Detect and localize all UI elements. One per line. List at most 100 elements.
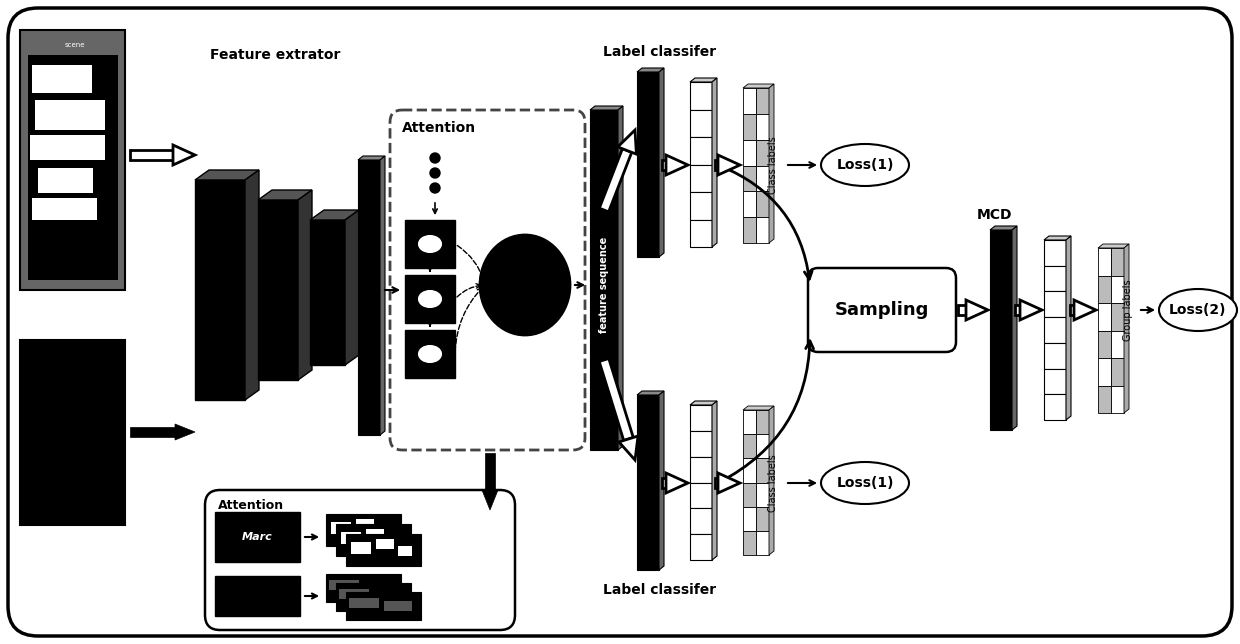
Bar — [689, 431, 712, 457]
Polygon shape — [298, 190, 312, 380]
Bar — [689, 164, 712, 192]
Bar — [637, 204, 658, 231]
Polygon shape — [666, 473, 688, 493]
Bar — [590, 280, 618, 314]
Bar — [1111, 358, 1123, 386]
Bar — [756, 482, 769, 507]
Bar — [341, 532, 361, 544]
Polygon shape — [1070, 305, 1074, 315]
Ellipse shape — [821, 462, 909, 504]
Bar — [1097, 330, 1111, 358]
Bar — [348, 598, 379, 608]
Bar — [329, 580, 360, 590]
Bar — [365, 583, 392, 593]
Bar — [637, 445, 658, 470]
Polygon shape — [1044, 236, 1071, 240]
Bar — [590, 382, 618, 416]
Bar — [743, 166, 756, 191]
Polygon shape — [195, 170, 259, 180]
Bar — [30, 135, 105, 160]
Bar — [637, 520, 658, 545]
Bar — [743, 88, 756, 114]
Bar — [637, 495, 658, 520]
Bar — [689, 220, 712, 247]
Bar — [356, 519, 374, 529]
Bar — [743, 531, 756, 555]
Bar — [336, 583, 410, 611]
Polygon shape — [666, 155, 688, 175]
Bar — [756, 114, 769, 140]
Bar — [689, 192, 712, 220]
Bar — [1097, 248, 1111, 276]
Polygon shape — [1066, 236, 1071, 420]
Bar — [743, 410, 756, 434]
Text: Label classifer: Label classifer — [604, 583, 717, 597]
Polygon shape — [618, 130, 636, 154]
Bar — [1111, 303, 1123, 330]
Bar — [310, 220, 345, 365]
Bar — [590, 110, 618, 144]
Bar — [590, 246, 618, 280]
Bar — [1044, 368, 1066, 394]
Text: Label classifer: Label classifer — [604, 45, 717, 59]
Ellipse shape — [480, 235, 570, 335]
Polygon shape — [258, 190, 312, 200]
Polygon shape — [1074, 300, 1096, 320]
Bar — [756, 191, 769, 217]
Bar — [405, 220, 455, 268]
Bar — [1097, 303, 1111, 330]
Polygon shape — [1123, 244, 1128, 413]
Bar — [326, 574, 401, 602]
Bar — [358, 401, 379, 435]
Circle shape — [430, 183, 440, 193]
Bar — [38, 168, 93, 193]
Bar — [388, 536, 402, 546]
Polygon shape — [959, 305, 966, 315]
Polygon shape — [482, 490, 498, 510]
Bar — [590, 348, 618, 382]
Bar — [990, 280, 1012, 305]
Circle shape — [430, 153, 440, 163]
Bar — [743, 217, 756, 243]
Polygon shape — [662, 160, 666, 170]
Bar — [405, 330, 455, 378]
Bar — [331, 522, 351, 534]
Bar — [336, 524, 410, 556]
FancyBboxPatch shape — [205, 490, 515, 630]
Bar — [346, 592, 422, 620]
Polygon shape — [485, 453, 495, 490]
Text: Attention: Attention — [218, 498, 284, 511]
Bar — [689, 482, 712, 508]
Bar — [326, 514, 401, 546]
Text: MCD: MCD — [977, 208, 1013, 222]
Bar — [590, 212, 618, 246]
Polygon shape — [618, 106, 622, 450]
Bar — [358, 194, 379, 229]
Circle shape — [430, 168, 440, 178]
Bar — [990, 230, 1012, 255]
Bar — [990, 355, 1012, 380]
FancyBboxPatch shape — [391, 110, 585, 450]
Text: Class labels: Class labels — [768, 454, 777, 512]
Text: Loss(1): Loss(1) — [836, 476, 894, 490]
Text: Loss(1): Loss(1) — [836, 158, 894, 172]
Polygon shape — [1016, 305, 1021, 315]
Polygon shape — [1097, 244, 1128, 248]
Ellipse shape — [419, 236, 441, 252]
Bar — [689, 508, 712, 534]
Bar — [756, 166, 769, 191]
Text: Loss(2): Loss(2) — [1169, 303, 1226, 317]
Bar — [756, 88, 769, 114]
Bar — [637, 420, 658, 445]
Bar — [1097, 276, 1111, 303]
Bar — [689, 534, 712, 560]
Bar — [1044, 394, 1066, 420]
Bar — [346, 534, 422, 566]
Bar — [743, 140, 756, 166]
Bar — [1111, 276, 1123, 303]
Polygon shape — [619, 436, 639, 460]
Bar — [351, 542, 371, 554]
Bar — [756, 459, 769, 482]
Bar — [590, 178, 618, 212]
Polygon shape — [174, 145, 195, 165]
